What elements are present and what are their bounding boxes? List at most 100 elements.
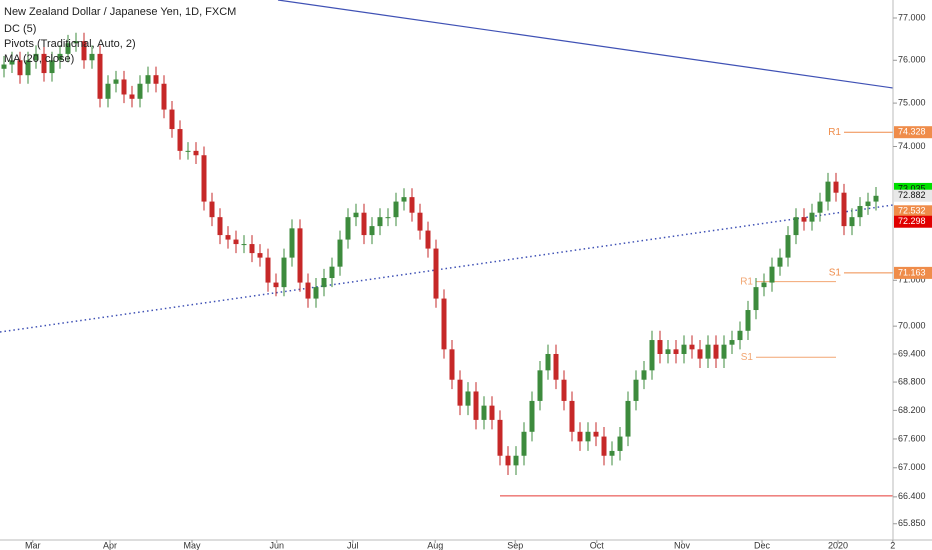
price-badge-label: 72.298: [898, 216, 926, 226]
price-badge: [894, 189, 932, 202]
candle-body: [313, 287, 319, 299]
candle-body: [193, 150, 199, 156]
candle-body: [825, 181, 831, 202]
y-tick-label: 69.400: [898, 348, 926, 358]
candle-body: [489, 405, 495, 420]
price-badge-label: 71.163: [898, 267, 926, 277]
y-tick-label: 75.000: [898, 97, 926, 107]
y-tick-label: 74.000: [898, 141, 926, 151]
y-tick-label: 66.400: [898, 491, 926, 501]
y-tick-label: 77.000: [898, 12, 926, 22]
candle-body: [281, 257, 287, 288]
candle-body: [433, 248, 439, 299]
candle-body: [329, 266, 335, 279]
candle-body: [65, 43, 71, 54]
candle-body: [577, 431, 583, 442]
candle-body: [305, 282, 311, 299]
candle-body: [201, 155, 207, 202]
y-tick-label: 68.800: [898, 376, 926, 386]
candle-body: [697, 349, 703, 359]
indicator: Pivots (Traditional, Auto, 2): [4, 38, 136, 50]
candle-body: [449, 349, 455, 380]
candle-body: [393, 201, 399, 218]
candle-body: [649, 340, 655, 371]
candle-body: [137, 83, 143, 99]
pivot-label: S1: [829, 268, 842, 279]
candle-body: [777, 257, 783, 267]
candle-body: [857, 206, 863, 218]
candle-body: [129, 94, 135, 99]
candle-body: [113, 79, 119, 84]
candle-body: [41, 53, 47, 74]
candle-body: [529, 400, 535, 432]
price-badge-label: 72.882: [898, 190, 926, 200]
candle-body: [585, 431, 591, 442]
candle-body: [617, 436, 623, 451]
x-tick-label: May: [183, 540, 201, 550]
y-tick-label: 76.000: [898, 55, 926, 65]
candle-body: [745, 310, 751, 331]
candle-body: [769, 266, 775, 283]
candle-body: [729, 340, 735, 345]
trend-line: [277, 0, 894, 89]
candle-body: [233, 239, 239, 245]
candle-body: [121, 79, 127, 95]
y-tick-label: 70.000: [898, 321, 926, 331]
candle-body: [33, 53, 39, 61]
candle-body: [361, 212, 367, 236]
pivot-label: R1: [740, 276, 753, 287]
candle-body: [81, 41, 87, 61]
candle-body: [737, 330, 743, 341]
candle-body: [641, 370, 647, 380]
candle-body: [321, 278, 327, 288]
candle-body: [785, 235, 791, 258]
candle-body: [337, 239, 343, 267]
candle-body: [265, 257, 271, 283]
price-badge: [894, 126, 932, 139]
trend-line-dotted: [0, 204, 894, 333]
candle-body: [297, 228, 303, 283]
price-badge: [894, 215, 932, 228]
pivot-label: S1: [741, 352, 754, 363]
x-tick-label: 2020: [828, 540, 848, 550]
candle-body: [721, 344, 727, 359]
price-badge: [894, 266, 932, 279]
candle-body: [25, 60, 31, 76]
candle-body: [345, 217, 351, 240]
candle-body: [209, 201, 215, 218]
candle-body: [537, 370, 543, 401]
candle-body: [793, 217, 799, 236]
candle-body: [145, 75, 151, 84]
candle-body: [49, 60, 55, 74]
candle-body: [561, 379, 567, 401]
y-tick-label: 67.000: [898, 462, 926, 472]
candle-body: [633, 379, 639, 401]
candle-body: [177, 129, 183, 151]
candle-body: [753, 287, 759, 311]
plot: R1 S1 R1 S1: [1, 32, 893, 497]
y-tick-label: 68.200: [898, 405, 926, 415]
candle-body: [681, 344, 687, 354]
x-tick-label: Jun: [270, 540, 285, 550]
candle-body: [553, 353, 559, 380]
candle-body: [481, 405, 487, 420]
candle-body: [409, 197, 415, 213]
price-badge: [894, 205, 932, 218]
y-tick-label: 67.600: [898, 433, 926, 443]
y-tick-label: 71.000: [898, 275, 926, 285]
x-tick-label: 2: [890, 540, 895, 550]
candle-body: [521, 431, 527, 456]
candle-body: [369, 226, 375, 236]
candle-body: [689, 344, 695, 350]
x-tick-label: Oct: [590, 540, 605, 550]
candle-body: [105, 83, 111, 99]
candle-body: [185, 150, 191, 152]
x-tick-label: Dec: [754, 540, 771, 550]
candle-body: [713, 344, 719, 359]
candle-body: [545, 353, 551, 371]
y-tick-label: 65.850: [898, 518, 926, 528]
candle-body: [57, 53, 63, 61]
candle-body: [505, 455, 511, 466]
